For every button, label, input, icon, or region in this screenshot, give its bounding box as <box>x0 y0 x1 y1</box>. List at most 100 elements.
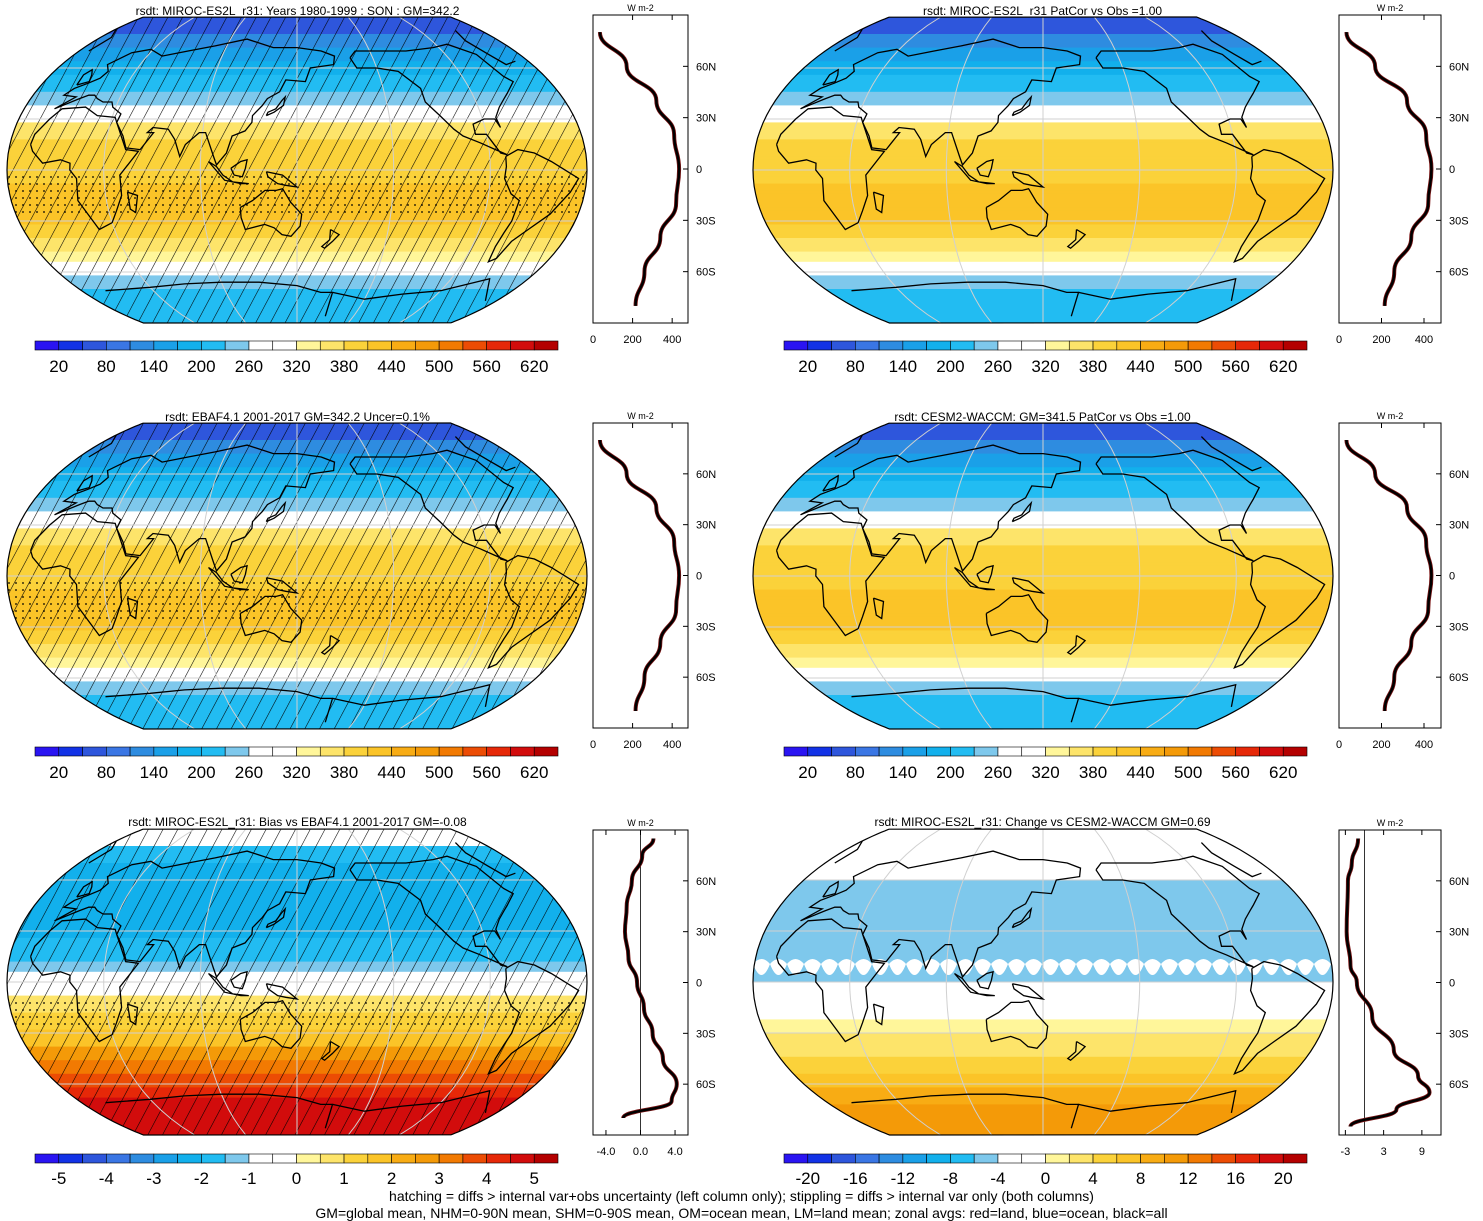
coastline <box>1095 449 1261 562</box>
colorbar-swatch <box>950 340 975 351</box>
colorbar-swatch <box>82 746 107 757</box>
coastline <box>320 1040 341 1062</box>
lat-tick-label: 60N <box>1449 61 1469 73</box>
map-border <box>6 828 588 1136</box>
zonal-unit-label: W m-2 <box>1377 3 1404 13</box>
map-field <box>7 829 587 1135</box>
colorbar-label: 380 <box>1079 763 1107 782</box>
coastline <box>834 28 863 52</box>
coastline <box>985 999 1049 1050</box>
colorbar-swatch <box>201 340 226 351</box>
colorbar-swatch <box>902 746 927 757</box>
colorbar-swatch <box>1282 746 1308 757</box>
colorbar-swatch <box>1259 746 1284 757</box>
panel-title: rsdt: MIROC-ES2L_r31: Bias vs EBAF4.1 20… <box>128 815 467 829</box>
colorbar-swatch <box>296 340 321 351</box>
coastline <box>349 855 515 968</box>
coastline <box>800 38 1082 167</box>
colorbar-swatch <box>1116 1153 1141 1164</box>
colorbar-swatch <box>950 746 975 757</box>
zonal-frame <box>592 422 689 729</box>
coastline <box>834 840 863 864</box>
colorbar-swatch <box>415 746 440 757</box>
x-tick-label: 200 <box>623 739 641 751</box>
coastline <box>320 228 341 250</box>
colorbar-label: 440 <box>1126 357 1154 376</box>
colorbar-swatch <box>82 1153 107 1164</box>
coastline <box>976 970 994 990</box>
colorbar-label: 140 <box>140 763 168 782</box>
colorbar-swatch <box>248 1153 274 1164</box>
colorbar-label: 140 <box>140 357 168 376</box>
colorbar-swatch <box>1235 340 1260 351</box>
colorbar-swatch <box>367 340 392 351</box>
colorbar-swatch <box>1045 340 1070 351</box>
colorbar-swatch <box>415 1153 440 1164</box>
colorbar-label: -1 <box>241 1169 256 1188</box>
colorbar-label: -2 <box>194 1169 209 1188</box>
colorbar-swatch <box>224 1153 250 1164</box>
coastline <box>851 687 1080 723</box>
map-border <box>752 422 1334 730</box>
coastline <box>105 1093 334 1129</box>
colorbar-swatch <box>1021 340 1046 351</box>
colorbar-swatch <box>177 746 202 757</box>
colorbar-swatch <box>153 1153 178 1164</box>
coastline <box>1066 1040 1087 1062</box>
colorbar-swatch <box>510 746 535 757</box>
zonal-mean-plot: 60N 30N 0 30S 60S -3 3 9 W m-2 <box>1338 818 1469 1158</box>
map-panel-p3: 20 80 140 200 260 320 380 440 500 560 620 60N 30N 0 30… <box>6 411 716 782</box>
colorbar-label: 500 <box>425 357 453 376</box>
colorbar-swatch <box>1116 746 1141 757</box>
colorbar-swatch <box>878 340 904 351</box>
colorbar-label: 620 <box>1269 763 1297 782</box>
coastline <box>1233 554 1326 670</box>
lat-tick-label: 30N <box>696 927 716 939</box>
colorbar-label: 560 <box>472 763 500 782</box>
coastline <box>265 500 287 523</box>
colorbar-label: 440 <box>377 763 405 782</box>
map-border <box>752 16 1334 324</box>
zonal-mean-plot: 60N 30N 0 30S 60S 0 200 400 W m-2 <box>1336 411 1469 751</box>
colorbar-label: 20 <box>798 357 817 376</box>
graticule-lon <box>399 423 491 729</box>
colorbar-label: 140 <box>889 763 917 782</box>
coastline <box>954 160 995 185</box>
colorbar-swatch <box>1068 1153 1094 1164</box>
zonal-unit-label: W m-2 <box>1377 411 1404 421</box>
lat-tick-label: 30S <box>1449 621 1469 633</box>
colorbar-label: 560 <box>472 357 500 376</box>
colorbar-swatch <box>82 340 107 351</box>
coastline <box>230 970 248 990</box>
zonal-curve-land <box>597 439 682 712</box>
colorbar-swatch <box>1045 1153 1070 1164</box>
zonal-mean-plot: 60N 30N 0 30S 60S 0 200 400 W m-2 <box>1336 3 1469 346</box>
colorbar-label: 440 <box>377 357 405 376</box>
colorbar-swatch <box>106 340 131 351</box>
colorbar: -5 -4 -3 -2 -1 0 1 2 3 4 5 <box>34 1153 559 1188</box>
colorbar-swatch <box>1140 340 1165 351</box>
colorbar-swatch <box>1116 340 1141 351</box>
colorbar-label: 500 <box>425 763 453 782</box>
colorbar-label: 200 <box>187 357 215 376</box>
zonal-curve-land <box>1344 838 1432 1128</box>
colorbar-swatch <box>343 746 369 757</box>
colorbar-swatch <box>1259 340 1284 351</box>
coastline <box>487 148 580 264</box>
colorbar-label: 500 <box>1174 763 1202 782</box>
coastline <box>1078 1089 1237 1114</box>
colorbar-label: 260 <box>235 357 263 376</box>
colorbar-label: 440 <box>1126 763 1154 782</box>
colorbar-label: 12 <box>1179 1169 1198 1188</box>
colorbar-swatch <box>486 1153 511 1164</box>
colorbar-swatch <box>129 1153 155 1164</box>
map-field <box>753 423 1333 729</box>
colorbar-swatch <box>926 746 951 757</box>
lat-tick-label: 0 <box>1449 164 1455 176</box>
zonal-frame <box>592 14 689 324</box>
graticule-lon <box>103 17 195 323</box>
x-tick-label: 0 <box>1336 739 1342 751</box>
colorbar-label: 200 <box>936 357 964 376</box>
coastline <box>230 564 248 584</box>
coastline <box>1011 500 1033 523</box>
